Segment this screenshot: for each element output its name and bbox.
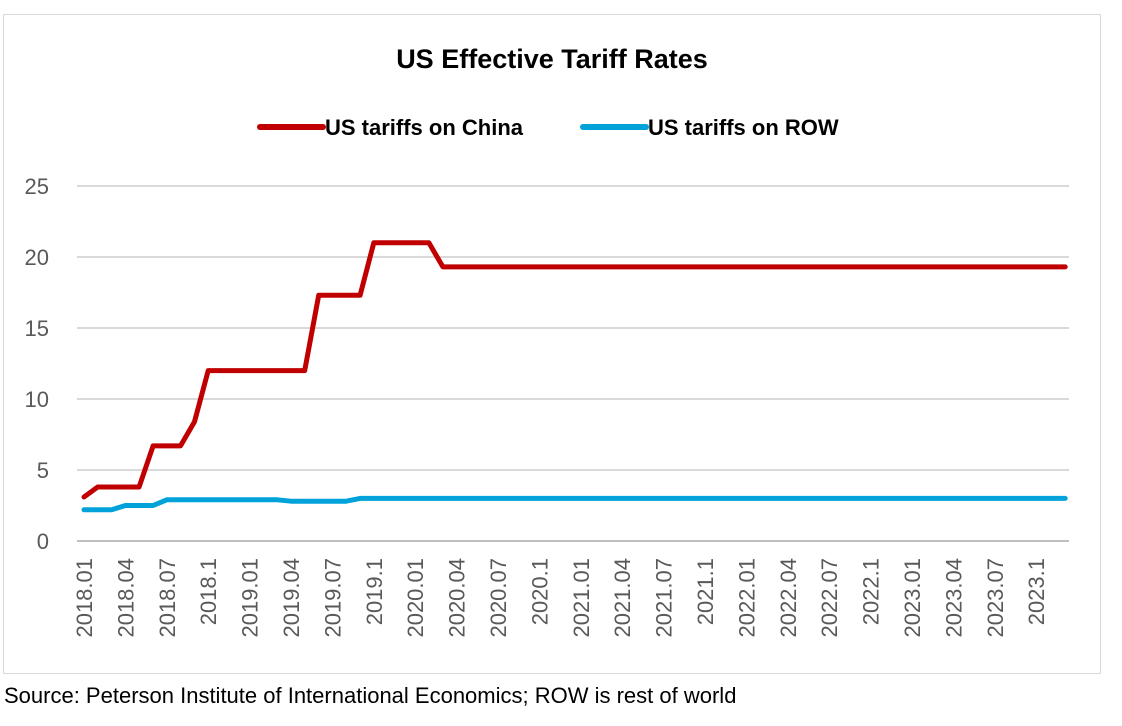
- series-line-china: [81, 240, 1068, 500]
- chart-title: US Effective Tariff Rates: [396, 44, 708, 74]
- x-tick-label: 2022.04: [776, 558, 801, 638]
- x-tick-label: 2021.04: [610, 558, 635, 638]
- x-tick-label: 2018.1: [196, 558, 221, 625]
- legend-label-row: US tariffs on ROW: [648, 115, 839, 140]
- x-tick-label: 2019.07: [320, 558, 345, 638]
- x-tick-label: 2023.1: [1024, 558, 1049, 625]
- data-series: [81, 240, 1068, 513]
- x-tick-label: 2020.04: [445, 558, 470, 638]
- x-tick-label: 2022.01: [734, 558, 759, 638]
- x-tick-label: 2018.07: [155, 558, 180, 638]
- y-axis-ticks: 0 5 10 15 20 25: [25, 174, 49, 554]
- y-tick-label: 15: [25, 316, 49, 341]
- x-tick-label: 2023.07: [983, 558, 1008, 638]
- y-tick-label: 10: [25, 387, 49, 412]
- y-tick-label: 0: [37, 529, 49, 554]
- chart-frame: [3, 14, 1101, 674]
- x-tick-label: 2021.1: [693, 558, 718, 625]
- x-tick-label: 2022.07: [817, 558, 842, 638]
- legend-label-china: US tariffs on China: [325, 115, 524, 140]
- y-tick-label: 5: [37, 458, 49, 483]
- x-tick-label: 2019.1: [362, 558, 387, 625]
- y-tick-label: 25: [25, 174, 49, 199]
- x-tick-label: 2020.1: [527, 558, 552, 625]
- x-tick-label: 2022.1: [859, 558, 884, 625]
- x-tick-label: 2023.01: [900, 558, 925, 638]
- series-line-row: [81, 495, 1068, 513]
- y-tick-label: 20: [25, 245, 49, 270]
- x-tick-label: 2019.01: [238, 558, 263, 638]
- x-tick-label: 2018.04: [113, 558, 138, 638]
- x-axis-ticks: 2018.01 2018.04 2018.07 2018.1 2019.01 2019.0…: [72, 558, 1049, 638]
- x-tick-label: 2019.04: [279, 558, 304, 638]
- x-tick-label: 2021.01: [569, 558, 594, 638]
- source-note: Source: Peterson Institute of Internatio…: [4, 683, 737, 708]
- x-tick-label: 2020.07: [486, 558, 511, 638]
- x-tick-label: 2023.04: [941, 558, 966, 638]
- legend: US tariffs on China US tariffs on ROW: [257, 115, 839, 140]
- gridlines: [77, 185, 1069, 542]
- x-tick-label: 2021.07: [652, 558, 677, 638]
- x-tick-label: 2018.01: [72, 558, 97, 638]
- x-tick-label: 2020.01: [403, 558, 428, 638]
